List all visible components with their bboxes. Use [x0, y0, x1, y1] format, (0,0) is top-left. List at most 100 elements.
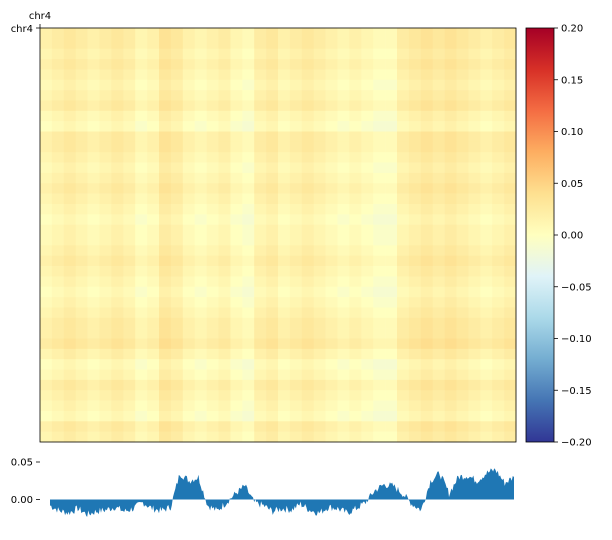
heatmap-cell — [492, 100, 505, 112]
heatmap-cell — [63, 338, 76, 350]
heatmap-cell — [135, 431, 148, 443]
heatmap-cell — [218, 214, 231, 225]
heatmap-cell — [373, 431, 386, 443]
heatmap-cell — [456, 121, 469, 132]
heatmap-cell — [40, 431, 53, 443]
heatmap-cell — [63, 110, 76, 122]
heatmap-cell — [218, 38, 231, 49]
heatmap-cell — [480, 110, 493, 122]
heatmap-cell — [242, 131, 255, 143]
heatmap-cell — [301, 152, 314, 163]
heatmap-cell — [301, 266, 314, 277]
heatmap-cell — [266, 110, 279, 122]
heatmap-cell — [206, 203, 219, 215]
heatmap-cell — [361, 338, 374, 350]
heatmap-cell — [432, 214, 445, 225]
heatmap-cell — [420, 359, 433, 370]
heatmap-cell — [254, 245, 267, 256]
heatmap-cell — [385, 38, 398, 49]
heatmap-cell — [182, 193, 195, 205]
heatmap-cell — [456, 59, 469, 70]
heatmap-cell — [301, 193, 314, 205]
heatmap-cell — [194, 369, 207, 381]
heatmap-cell — [337, 390, 350, 401]
heatmap-cell — [40, 38, 53, 49]
colorbar-tick-label: −0.15 — [561, 386, 592, 397]
heatmap-cell — [313, 141, 326, 153]
heatmap-cell — [420, 255, 433, 267]
heatmap-cell — [170, 266, 184, 277]
heatmap-cell — [75, 131, 88, 143]
heatmap-cell — [278, 338, 291, 350]
heatmap-cell — [254, 90, 267, 101]
heatmap-cell — [254, 369, 267, 381]
heatmap-cell — [349, 359, 362, 370]
heatmap-cell — [397, 317, 410, 329]
heatmap-cell — [456, 297, 469, 308]
heatmap-cell — [420, 431, 433, 443]
heatmap-cell — [408, 121, 422, 132]
heatmap-cell — [301, 369, 314, 381]
heatmap-cell — [147, 48, 160, 60]
heatmap-cell — [135, 214, 148, 225]
heatmap-cell — [99, 79, 112, 91]
heatmap-cell — [135, 266, 148, 277]
heatmap-cell — [468, 400, 481, 412]
heatmap-cell — [254, 421, 267, 432]
heatmap-cell — [397, 245, 410, 256]
heatmap-cell — [385, 235, 398, 246]
heatmap-cell — [51, 276, 65, 288]
heatmap-cell — [87, 141, 100, 153]
heatmap-cell — [444, 110, 457, 122]
heatmap-cell — [504, 48, 517, 60]
heatmap-cell — [504, 276, 517, 288]
heatmap-cell — [504, 307, 517, 319]
heatmap-cell — [40, 69, 53, 81]
heatmap-cell — [87, 255, 100, 267]
heatmap-cell — [313, 131, 326, 143]
heatmap-cell — [492, 317, 505, 329]
heatmap-cell — [313, 286, 326, 298]
heatmap-cell — [135, 28, 148, 39]
heatmap-cell — [182, 338, 195, 350]
heatmap-cell — [397, 100, 410, 112]
heatmap-cell — [218, 59, 231, 70]
heatmap-cell — [254, 338, 267, 350]
heatmap-cell — [242, 245, 255, 256]
heatmap-cell — [99, 317, 112, 329]
heatmap-cell — [242, 28, 255, 39]
heatmap-cell — [254, 203, 267, 215]
heatmap-cell — [159, 121, 172, 132]
heatmap-cell — [456, 410, 469, 422]
heatmap-cell — [408, 317, 422, 329]
heatmap-cell — [480, 48, 493, 60]
heatmap-cell — [266, 48, 279, 60]
heatmap-cell — [218, 379, 231, 391]
heatmap-cell — [408, 162, 422, 174]
heatmap-cell — [218, 266, 231, 277]
heatmap-cell — [349, 90, 362, 101]
heatmap-cell — [182, 152, 195, 163]
heatmap-cell — [432, 379, 445, 391]
heatmap-cell — [254, 390, 267, 401]
heatmap-cell — [254, 348, 267, 360]
heatmap-cell — [468, 338, 481, 350]
heatmap-cell — [99, 297, 112, 308]
heatmap-cell — [63, 131, 76, 143]
heatmap-cell — [432, 28, 445, 39]
heatmap-cell — [206, 390, 219, 401]
heatmap-cell — [135, 100, 148, 112]
heatmap-cell — [397, 410, 410, 422]
heatmap-cell — [373, 121, 386, 132]
heatmap-cell — [456, 100, 469, 112]
heatmap-cell — [444, 276, 457, 288]
heatmap-cell — [492, 79, 505, 91]
heatmap-cell — [385, 307, 398, 319]
heatmap-cell — [444, 328, 457, 339]
heatmap-cell — [397, 152, 410, 163]
heatmap-cell — [218, 162, 231, 174]
heatmap-cell — [385, 421, 398, 432]
heatmap-cell — [194, 214, 207, 225]
heatmap-cell — [206, 338, 219, 350]
